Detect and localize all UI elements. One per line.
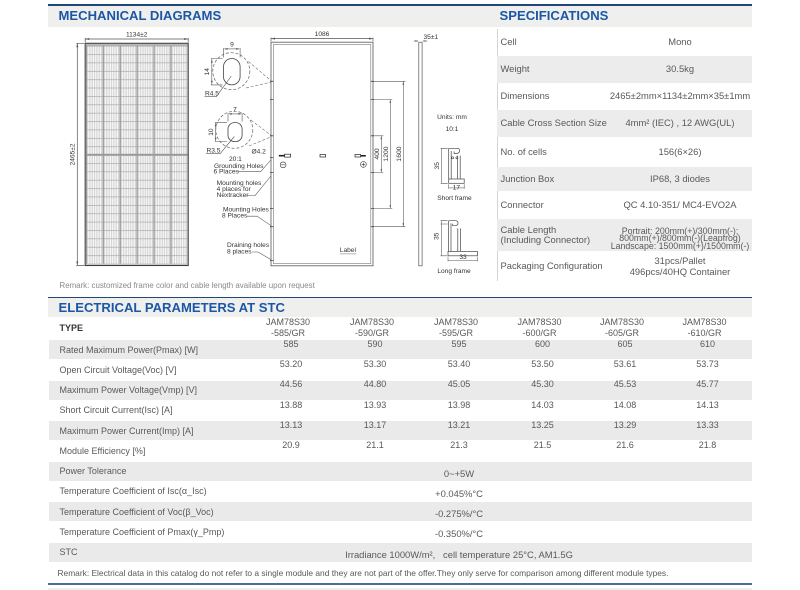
svg-text:Nextracker: Nextracker [217,192,250,199]
svg-text:Short frame: Short frame [437,195,472,202]
svg-text:400: 400 [374,148,381,160]
svg-text:R3.5: R3.5 [207,148,221,155]
svg-text:R4.5: R4.5 [205,91,219,98]
svg-text:1200: 1200 [383,146,390,161]
svg-text:10: 10 [208,128,215,136]
svg-text:Mounting Holes: Mounting Holes [223,206,270,213]
svg-text:Draining holes: Draining holes [227,242,270,249]
svg-text:2465±2: 2465±2 [69,143,76,165]
svg-text:7: 7 [233,107,237,114]
svg-text:14: 14 [204,68,211,76]
svg-text:Mounting holes: Mounting holes [217,180,262,187]
svg-text:33: 33 [459,254,467,261]
svg-text:Grounding Holes: Grounding Holes [214,163,264,170]
svg-text:6 Places: 6 Places [214,169,240,176]
svg-text:35: 35 [434,232,441,240]
svg-text:Units: mm: Units: mm [437,114,467,121]
svg-text:1134±2: 1134±2 [126,31,148,38]
svg-text:8 Places: 8 Places [222,213,248,220]
svg-text:4 places for: 4 places for [217,186,252,193]
svg-text:17: 17 [453,185,461,192]
svg-text:Label: Label [340,247,357,254]
svg-text:9: 9 [230,42,234,49]
svg-text:20:1: 20:1 [229,156,242,163]
svg-text:35: 35 [434,162,441,170]
svg-text:1600: 1600 [396,146,403,161]
svg-text:10:1: 10:1 [446,126,459,133]
svg-text:35±1: 35±1 [424,34,439,41]
svg-text:8 places: 8 places [227,248,252,255]
svg-text:1086: 1086 [315,31,330,38]
svg-text:Ø4.2: Ø4.2 [252,149,267,156]
svg-text:Long frame: Long frame [437,268,471,275]
